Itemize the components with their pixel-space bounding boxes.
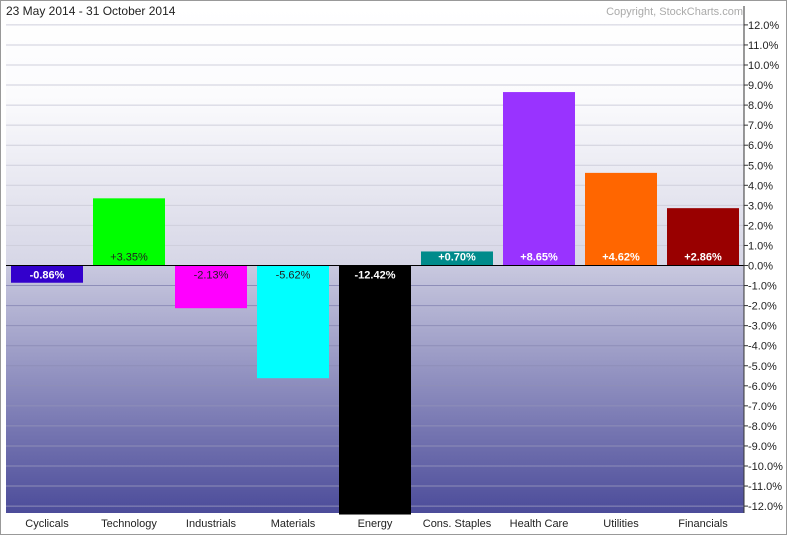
x-category-label: Industrials (186, 518, 237, 530)
y-tick-label: -12.0% (748, 501, 783, 513)
x-category-label: Cyclicals (25, 518, 69, 530)
y-tick-label: 4.0% (748, 180, 773, 192)
y-tick-label: -10.0% (748, 461, 783, 473)
bar-value-label: -5.62% (276, 270, 311, 282)
y-tick-label: 6.0% (748, 140, 773, 152)
bar-utilities (585, 172, 657, 266)
y-tick-label: -3.0% (748, 321, 777, 333)
y-tick-label: 5.0% (748, 160, 773, 172)
x-category-label: Energy (358, 518, 393, 530)
y-tick-label: -9.0% (748, 441, 777, 453)
y-tick-label: 7.0% (748, 120, 773, 132)
y-tick-label: 1.0% (748, 240, 773, 252)
y-tick-label: 12.0% (748, 20, 779, 32)
y-tick-label: -8.0% (748, 421, 777, 433)
bar-financials (667, 208, 739, 266)
bar-value-label: -12.42% (355, 270, 396, 282)
bar-value-label: -0.86% (30, 270, 65, 282)
bar-value-label: +2.86% (684, 252, 722, 264)
bar-health-care (503, 92, 575, 266)
bar-value-label: -2.13% (194, 270, 229, 282)
bar-industrials (175, 265, 247, 309)
bar-value-label: +4.62% (602, 252, 640, 264)
y-tick-label: 2.0% (748, 220, 773, 232)
bar-value-label: +0.70% (438, 252, 476, 264)
bars (11, 92, 739, 515)
x-category-label: Materials (271, 518, 316, 530)
x-axis-labels: Cyclicals Technology Industrials Materials E… (25, 518, 728, 530)
bar-cyclicals (11, 265, 83, 283)
x-category-label: Cons. Staples (423, 518, 492, 530)
y-tick-label: -1.0% (748, 281, 777, 293)
y-tick-label: -2.0% (748, 301, 777, 313)
y-tick-label: -11.0% (748, 481, 782, 493)
y-tick-label: -5.0% (748, 361, 777, 373)
bar-value-label: +3.35% (110, 252, 148, 264)
bar-value-label: +8.65% (520, 252, 558, 264)
bar-materials (257, 265, 329, 379)
bar-cons-staples (421, 251, 493, 266)
y-tick-label: 11.0% (748, 40, 779, 52)
y-tick-label: -7.0% (748, 401, 777, 413)
y-tick-label: 3.0% (748, 200, 773, 212)
x-category-label: Technology (101, 518, 157, 530)
x-category-label: Health Care (510, 518, 569, 530)
date-range: 23 May 2014 - 31 October 2014 (6, 4, 176, 18)
y-tick-label: 10.0% (748, 60, 779, 72)
y-tick-label: 9.0% (748, 80, 773, 92)
y-tick-label: 8.0% (748, 100, 773, 112)
copyright-text: Copyright, StockCharts.com (606, 6, 743, 18)
bar-energy (339, 265, 411, 515)
y-tick-label: -6.0% (748, 381, 777, 393)
bar-technology (93, 198, 165, 266)
x-category-label: Utilities (603, 518, 639, 530)
bar-value-labels: -0.86% +3.35% -2.13% -5.62% -12.42% +0.70% +8.… (30, 252, 722, 282)
y-axis-ticks: 12.0% 11.0% 10.0% 9.0% 8.0% 7.0% 6.0% 5.0% 4.0% 3… (744, 20, 783, 513)
y-tick-label: -4.0% (748, 341, 777, 353)
x-category-label: Financials (678, 518, 728, 530)
y-tick-label: 0.0% (748, 261, 773, 273)
